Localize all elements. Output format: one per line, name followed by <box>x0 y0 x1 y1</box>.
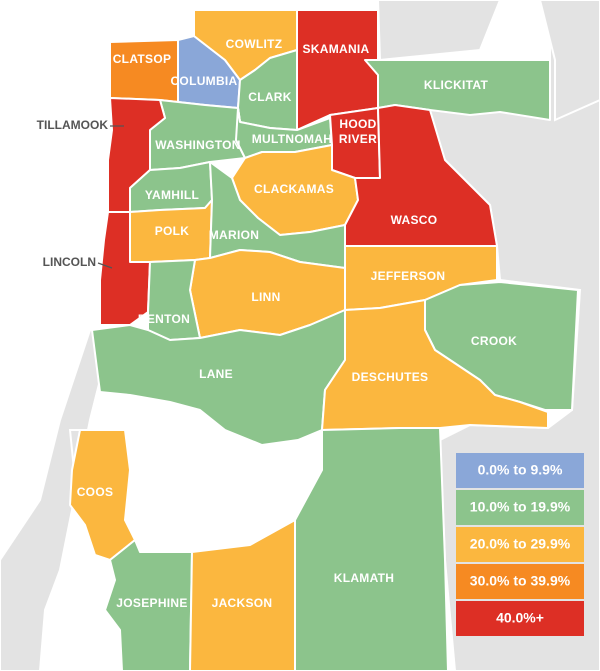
county-lincoln[interactable] <box>99 211 151 326</box>
county-label-washington: WASHINGTON <box>155 138 240 152</box>
county-label-lane: LANE <box>199 367 233 381</box>
legend-label-1: 10.0% to 19.9% <box>470 499 571 515</box>
county-label-yamhill: YAMHILL <box>145 188 199 202</box>
legend-swatch-orange <box>456 564 584 599</box>
callout-lines <box>97 125 124 269</box>
county-klickitat[interactable] <box>364 59 551 121</box>
callout-line-lincoln <box>97 262 113 269</box>
county-label-marion: MARION <box>209 228 259 242</box>
county-label-jefferson: JEFFERSON <box>371 269 446 283</box>
legend-label-4: 40.0%+ <box>496 610 544 626</box>
county-clatsop[interactable] <box>109 39 179 103</box>
county-label-josephine: JOSEPHINE <box>116 596 187 610</box>
county-label-crook: CROOK <box>471 334 517 348</box>
county-benton[interactable] <box>147 259 201 341</box>
county-klamath[interactable] <box>294 427 449 671</box>
county-label-wasco: WASCO <box>391 213 438 227</box>
county-label-hood-river-1: HOOD <box>339 117 376 131</box>
legend-label-2: 20.0% to 29.9% <box>470 536 571 552</box>
county-label-polk: POLK <box>155 224 190 238</box>
county-label-hood-river-2: RIVER <box>339 132 377 146</box>
county-label-clark: CLARK <box>248 90 292 104</box>
county-washington[interactable] <box>149 99 246 171</box>
county-label-skamania: SKAMANIA <box>302 42 369 56</box>
county-label-cowlitz: COWLITZ <box>226 37 283 51</box>
county-label-multnomah: MULTNOMAH <box>252 132 332 146</box>
callout-label-tillamook: TILLAMOOK <box>37 118 109 132</box>
county-label-jackson: JACKSON <box>212 596 273 610</box>
county-label-benton: BENTON <box>138 312 190 326</box>
county-label-coos: COOS <box>77 485 114 499</box>
county-deschutes[interactable] <box>321 299 549 431</box>
county-label-clackamas: CLACKAMAS <box>254 182 334 196</box>
county-label-klamath: KLAMATH <box>334 571 395 585</box>
legend-swatch-green <box>456 490 584 525</box>
county-label-klickitat: KLICKITAT <box>424 78 489 92</box>
county-label-columbia: COLUMBIA <box>170 74 237 88</box>
county-label-linn: LINN <box>251 290 280 304</box>
callout-label-lincoln: LINCOLN <box>43 255 96 269</box>
county-label-deschutes: DESCHUTES <box>352 370 429 384</box>
legend: 0.0% to 9.9% 10.0% to 19.9% 20.0% to 29.… <box>456 453 584 636</box>
counties-layer <box>69 9 579 671</box>
legend-swatch-blue <box>456 453 584 488</box>
legend-label-0: 0.0% to 9.9% <box>478 462 563 478</box>
county-labels: CLATSOP COLUMBIA COWLITZ SKAMANIA CLARK … <box>37 37 517 610</box>
legend-label-3: 30.0% to 39.9% <box>470 573 571 589</box>
county-josephine[interactable] <box>104 539 193 671</box>
legend-swatch-yellow <box>456 527 584 562</box>
legend-swatch-red <box>456 601 584 636</box>
county-label-clatsop: CLATSOP <box>113 52 172 66</box>
county-jackson[interactable] <box>189 519 296 671</box>
